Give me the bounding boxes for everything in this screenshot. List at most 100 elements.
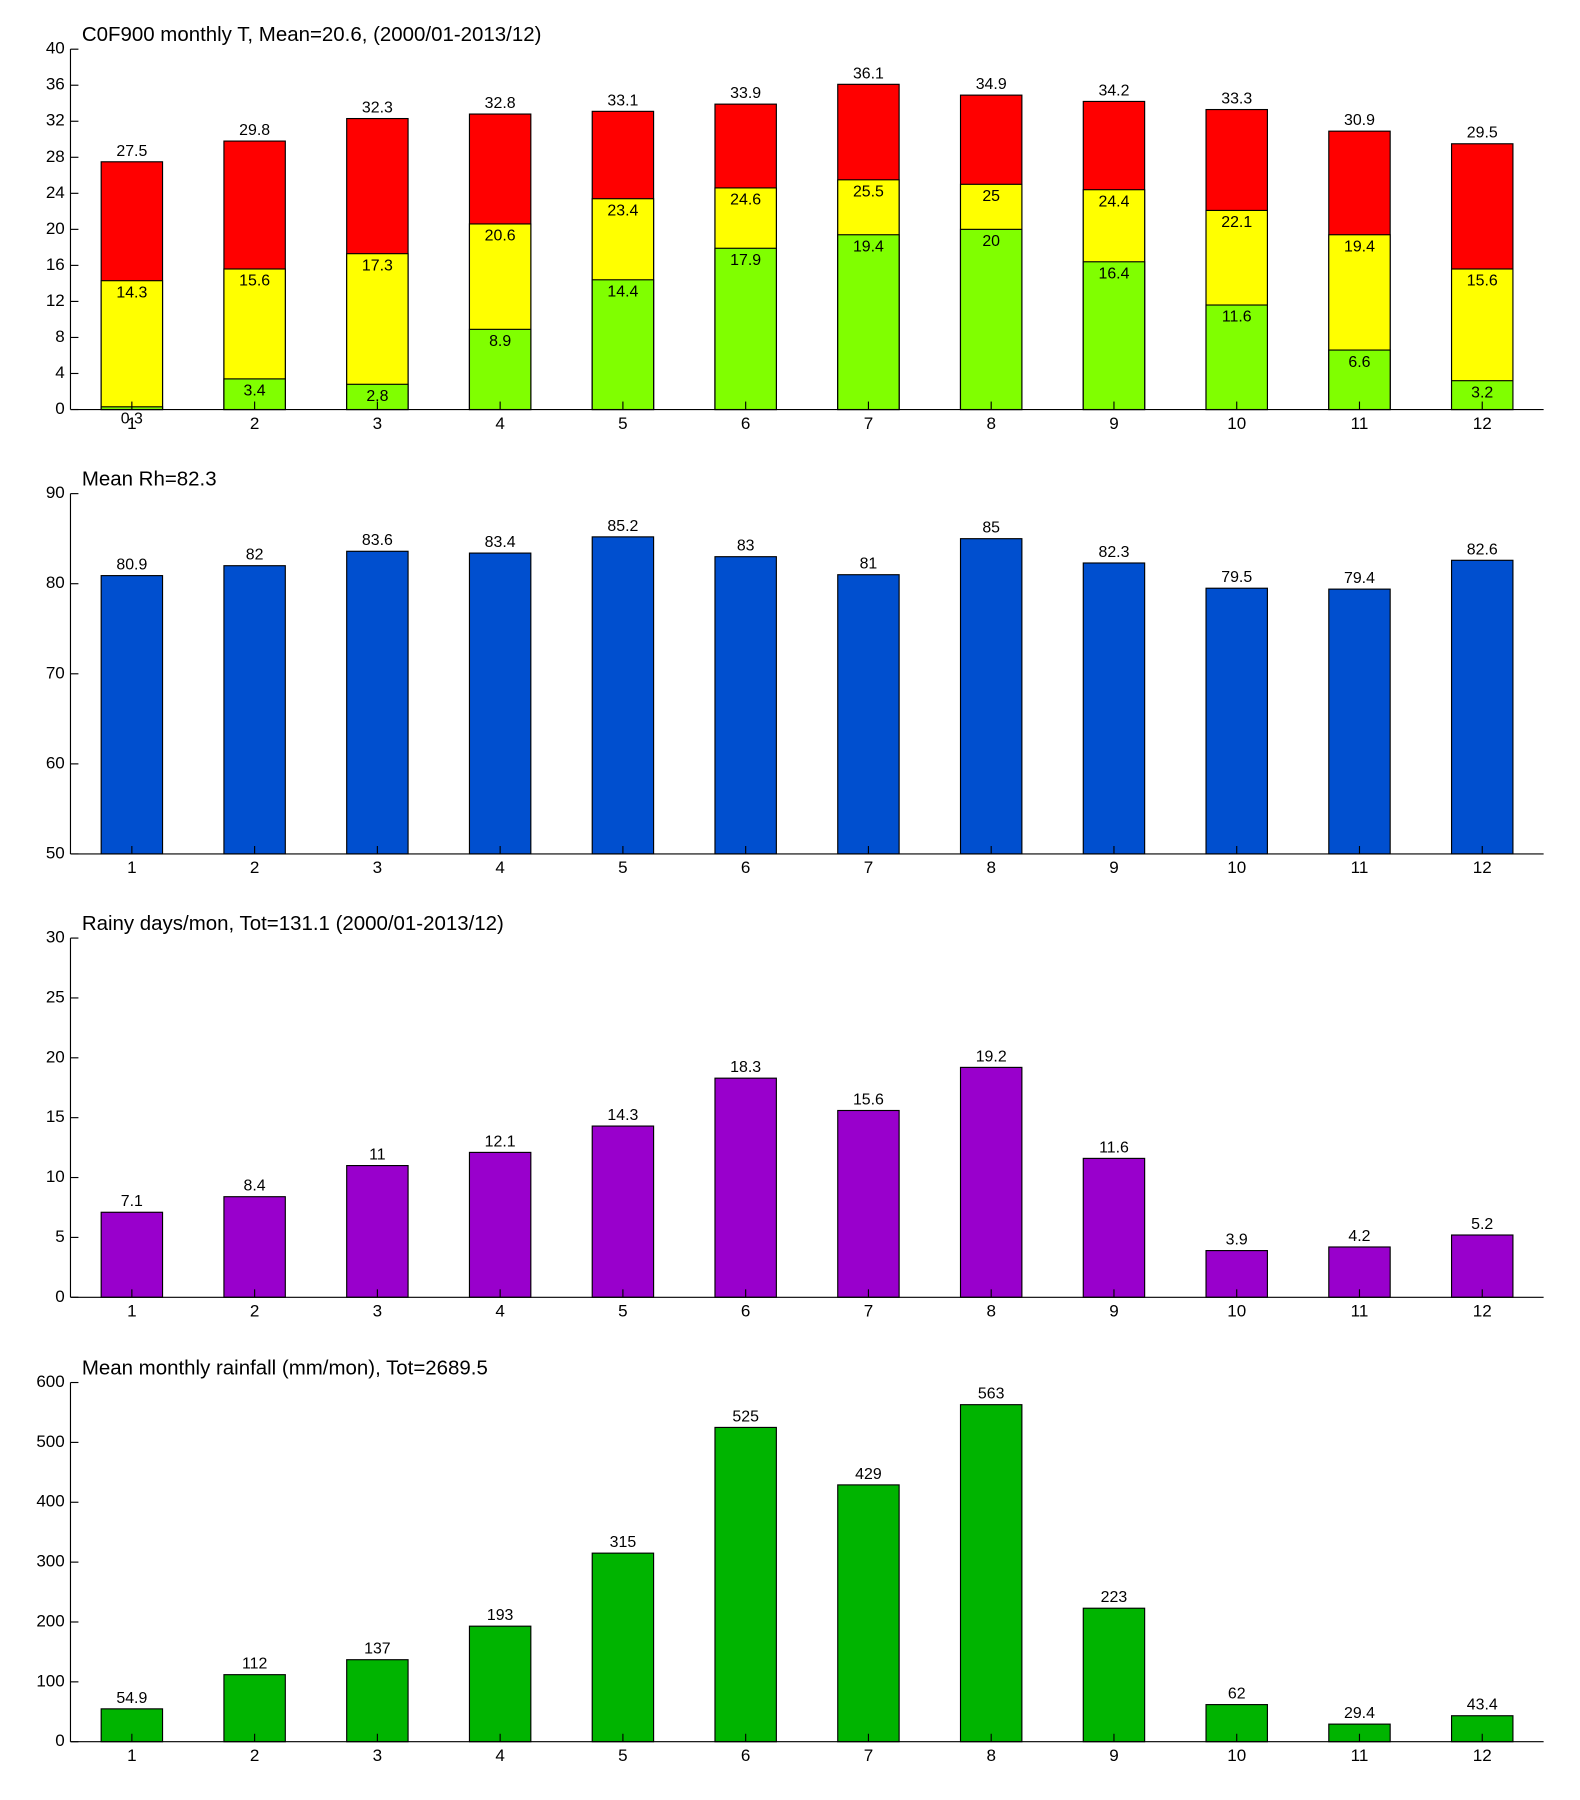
chart-title: C0F900 monthly T, Mean=20.6, (2000/01-20…: [82, 23, 542, 46]
data-label: 32.3: [362, 100, 393, 117]
data-label: 6.6: [1348, 354, 1370, 371]
bar: [959, 1066, 1023, 1298]
bar: [959, 538, 1023, 855]
bar: [1450, 1234, 1514, 1298]
x-tick-label: 5: [618, 858, 627, 877]
data-label: 27.5: [116, 143, 147, 160]
data-label: 19.4: [853, 238, 884, 255]
x-tick-label: 9: [1109, 1746, 1118, 1765]
y-tick-label: 16: [46, 255, 65, 274]
data-label: 429: [855, 1466, 882, 1483]
x-tick-label: 9: [1109, 414, 1118, 433]
data-label: 525: [732, 1408, 759, 1425]
bar: [223, 565, 286, 855]
data-label: 5.2: [1471, 1216, 1493, 1233]
x-tick-label: 9: [1109, 858, 1118, 877]
x-tick-label: 3: [373, 858, 382, 877]
bar: [346, 550, 409, 855]
data-label: 36.1: [853, 65, 884, 82]
y-tick-label: 25: [46, 987, 65, 1006]
y-tick-label: 0: [55, 1731, 64, 1750]
data-label: 20.6: [485, 228, 516, 245]
x-tick-label: 8: [986, 858, 995, 877]
data-label: 563: [978, 1386, 1005, 1403]
data-label: 3.9: [1226, 1232, 1248, 1249]
data-label: 3.4: [244, 383, 266, 400]
data-label: 32.8: [485, 95, 516, 112]
bar: [837, 234, 900, 411]
data-label: 34.9: [976, 76, 1007, 93]
data-label: 33.9: [730, 85, 761, 102]
y-tick-label: 36: [46, 75, 65, 94]
bar: [100, 575, 164, 855]
bar: [837, 1109, 900, 1298]
x-tick-label: 12: [1473, 1302, 1492, 1321]
x-tick-label: 7: [864, 1746, 873, 1765]
x-tick-label: 10: [1227, 1746, 1246, 1765]
x-tick-label: 5: [618, 414, 627, 433]
x-tick-label: 1: [127, 858, 136, 877]
y-tick-label: 20: [46, 219, 65, 238]
data-label: 81: [860, 556, 878, 573]
y-tick-label: 100: [36, 1671, 64, 1690]
data-label: 3.2: [1471, 384, 1493, 401]
x-tick-label: 6: [741, 1746, 750, 1765]
data-label: 85.2: [607, 518, 638, 535]
y-tick-label: 10: [46, 1167, 65, 1186]
x-tick-label: 11: [1351, 858, 1369, 877]
x-tick-label: 2: [250, 858, 259, 877]
y-tick-label: 40: [46, 39, 65, 58]
y-tick-label: 30: [46, 928, 65, 947]
data-label: 0.3: [121, 411, 143, 428]
y-tick-label: 70: [46, 663, 65, 682]
bar: [100, 1211, 164, 1298]
y-tick-label: 24: [46, 183, 65, 202]
x-tick-label: 6: [741, 858, 750, 877]
bar: [1205, 304, 1268, 411]
data-label: 315: [610, 1534, 637, 1551]
bar: [1328, 1246, 1391, 1298]
bar: [468, 328, 532, 411]
data-label: 24.4: [1098, 193, 1129, 210]
data-label: 24.6: [730, 192, 761, 209]
data-label: 7.1: [121, 1193, 143, 1210]
y-tick-label: 60: [46, 753, 65, 772]
data-label: 82: [246, 547, 264, 564]
y-tick-label: 500: [36, 1432, 64, 1451]
y-tick-label: 15: [46, 1107, 65, 1126]
data-label: 83.6: [362, 532, 393, 549]
y-tick-label: 8: [55, 327, 64, 346]
bar: [1450, 559, 1514, 855]
data-label: 30.9: [1344, 112, 1375, 129]
data-label: 12.1: [485, 1133, 516, 1150]
y-tick-label: 12: [46, 291, 65, 310]
data-label: 83.4: [485, 534, 516, 551]
y-tick-label: 28: [46, 147, 65, 166]
bar: [223, 1196, 286, 1298]
x-tick-label: 1: [127, 414, 136, 433]
y-tick-label: 90: [46, 483, 65, 502]
data-label: 193: [487, 1607, 514, 1624]
x-tick-label: 2: [250, 1746, 259, 1765]
y-tick-label: 4: [55, 363, 64, 382]
y-tick-label: 5: [55, 1227, 64, 1246]
x-tick-label: 5: [618, 1302, 627, 1321]
data-label: 8.4: [244, 1178, 266, 1195]
data-label: 2.8: [366, 388, 388, 405]
data-label: 8.9: [489, 333, 511, 350]
x-tick-label: 10: [1227, 414, 1246, 433]
data-label: 54.9: [116, 1690, 147, 1707]
bar: [591, 1552, 655, 1743]
data-label: 29.4: [1344, 1705, 1375, 1722]
data-label: 83: [737, 538, 755, 555]
bar: [714, 247, 777, 411]
bar: [714, 1426, 777, 1743]
y-tick-label: 600: [36, 1372, 64, 1391]
y-tick-label: 80: [46, 573, 65, 592]
data-label: 4.2: [1348, 1228, 1370, 1245]
x-tick-label: 1: [127, 1302, 136, 1321]
data-label: 33.1: [607, 92, 638, 109]
bar: [1082, 1157, 1146, 1298]
data-label: 17.9: [730, 252, 761, 269]
